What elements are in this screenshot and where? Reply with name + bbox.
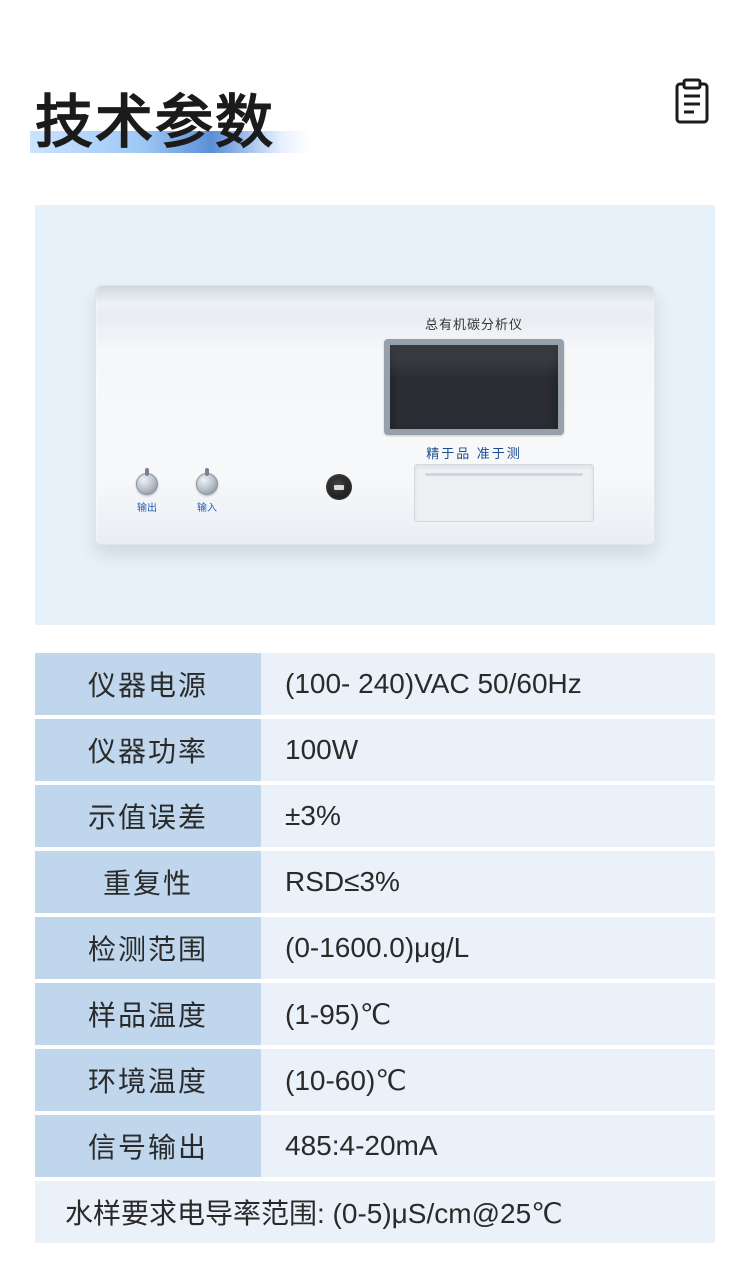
spec-value: (100- 240)VAC 50/60Hz	[261, 653, 715, 715]
spec-row: 样品温度(1-95)℃	[35, 983, 715, 1045]
spec-value: (1-95)℃	[261, 983, 715, 1045]
spec-label: 检测范围	[35, 917, 261, 979]
device-screen-block: 总有机碳分析仪 精于品 准于测	[354, 314, 594, 462]
device-label-bottom: 精于品 准于测	[354, 443, 594, 462]
header: 技术参数	[0, 0, 750, 180]
spec-row: 仪器电源(100- 240)VAC 50/60Hz	[35, 653, 715, 715]
device-screen	[384, 339, 564, 435]
spec-label: 信号输出	[35, 1115, 261, 1177]
spec-label: 重复性	[35, 851, 261, 913]
spec-footer-text: 水样要求电导率范围: (0-5)μS/cm@25℃	[35, 1181, 715, 1243]
spec-value: RSD≤3%	[261, 851, 715, 913]
device-usb-port	[326, 474, 352, 500]
spec-label: 环境温度	[35, 1049, 261, 1111]
spec-value: 100W	[261, 719, 715, 781]
device-illustration: 总有机碳分析仪 精于品 准于测 输出 输入	[95, 285, 655, 545]
device-port-out: 输出	[136, 473, 158, 514]
spec-label: 仪器功率	[35, 719, 261, 781]
spec-label: 示值误差	[35, 785, 261, 847]
spec-row: 检测范围(0-1600.0)μg/L	[35, 917, 715, 979]
clipboard-icon	[672, 78, 712, 126]
spec-table: 仪器电源(100- 240)VAC 50/60Hz仪器功率100W示值误差±3%…	[35, 653, 715, 1243]
page-title: 技术参数	[35, 75, 275, 159]
spec-value: (0-1600.0)μg/L	[261, 917, 715, 979]
spec-row: 环境温度(10-60)℃	[35, 1049, 715, 1111]
spec-row-footer: 水样要求电导率范围: (0-5)μS/cm@25℃	[35, 1181, 715, 1243]
device-label-top: 总有机碳分析仪	[354, 314, 594, 333]
product-image-area: 总有机碳分析仪 精于品 准于测 输出 输入	[35, 205, 715, 625]
spec-row: 仪器功率100W	[35, 719, 715, 781]
spec-row: 重复性RSD≤3%	[35, 851, 715, 913]
title-wrap: 技术参数	[35, 75, 275, 159]
spec-value: 485:4-20mA	[261, 1115, 715, 1177]
spec-label: 样品温度	[35, 983, 261, 1045]
device-slot	[414, 464, 594, 522]
spec-label: 仪器电源	[35, 653, 261, 715]
spec-row: 示值误差±3%	[35, 785, 715, 847]
spec-value: (10-60)℃	[261, 1049, 715, 1111]
device-port-row: 输出 输入	[136, 473, 218, 514]
spec-row: 信号输出485:4-20mA	[35, 1115, 715, 1177]
device-port-in: 输入	[196, 473, 218, 514]
spec-value: ±3%	[261, 785, 715, 847]
